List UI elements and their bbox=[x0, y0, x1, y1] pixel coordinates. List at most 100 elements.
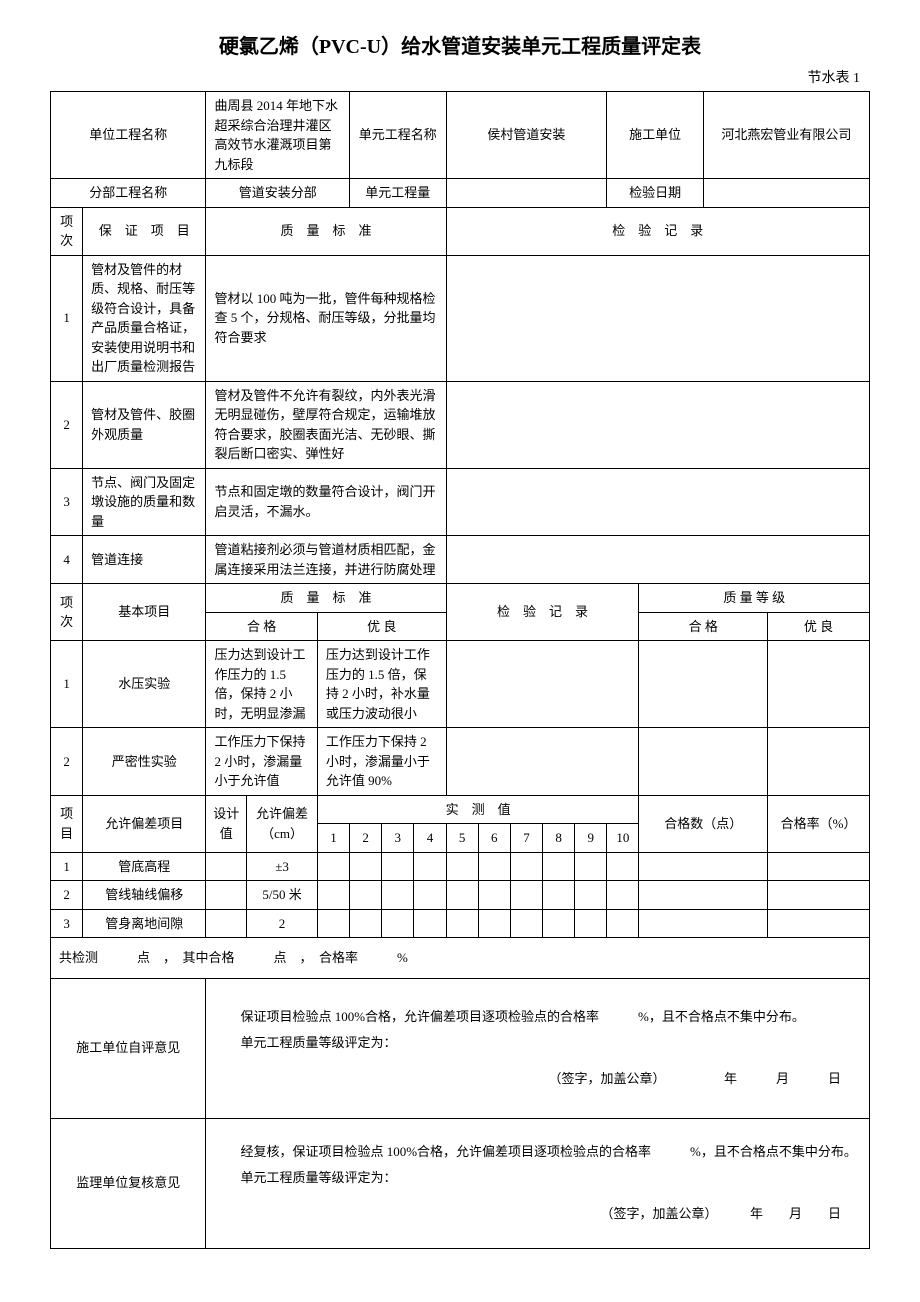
guarantee-item-header: 保 证 项 目 bbox=[83, 207, 206, 255]
b-pass: 工作压力下保持 2 小时，渗漏量小于允许值 bbox=[206, 728, 317, 796]
dev-col: 7 bbox=[510, 824, 542, 853]
inspect-date-value bbox=[703, 179, 869, 208]
d-tol: ±3 bbox=[247, 852, 318, 881]
g-idx: 3 bbox=[51, 468, 83, 536]
g-std: 管材以 100 吨为一批，管件每种规格检查 5 个，分规格、耐压等级，分批量均符… bbox=[206, 255, 446, 381]
dev-design-header: 设计值 bbox=[206, 795, 247, 852]
d-m bbox=[510, 881, 542, 910]
unit-proj-value: 曲周县 2014 年地下水超采综合治理井灌区高效节水灌溉项目第九标段 bbox=[206, 92, 350, 179]
d-m bbox=[575, 852, 607, 881]
dev-row: 3 管身离地间隙 2 bbox=[51, 909, 870, 938]
dev-col: 4 bbox=[414, 824, 446, 853]
d-m bbox=[446, 909, 478, 938]
d-m bbox=[607, 881, 639, 910]
dev-measured-header: 实 测 值 bbox=[317, 795, 639, 824]
dev-col: 2 bbox=[350, 824, 382, 853]
unit-proj-label: 单位工程名称 bbox=[51, 92, 206, 179]
dev-pr-header: 合格率（%） bbox=[768, 795, 870, 852]
g-std: 管道粘接剂必须与管道材质相匹配，金属连接采用法兰连接，并进行防腐处理 bbox=[206, 536, 446, 584]
dev-col: 6 bbox=[478, 824, 510, 853]
dev-col: 5 bbox=[446, 824, 478, 853]
basic-rec-header: 检 验 记 录 bbox=[446, 584, 639, 641]
dev-col: 10 bbox=[607, 824, 639, 853]
basic-pass-header: 合 格 bbox=[206, 612, 317, 641]
d-m bbox=[382, 852, 414, 881]
dev-tol-header: 允许偏差（cm） bbox=[247, 795, 318, 852]
d-m bbox=[414, 881, 446, 910]
d-m bbox=[350, 909, 382, 938]
basic-std-header: 质 量 标 准 bbox=[206, 584, 446, 613]
d-pc bbox=[639, 852, 768, 881]
d-m bbox=[350, 881, 382, 910]
dev-item-header: 允许偏差项目 bbox=[83, 795, 206, 852]
guarantee-std-header: 质 量 标 准 bbox=[206, 207, 446, 255]
d-m bbox=[350, 852, 382, 881]
d-m bbox=[543, 852, 575, 881]
d-pr bbox=[768, 852, 870, 881]
guarantee-row: 3 节点、阀门及固定墩设施的质量和数量 节点和固定墩的数量符合设计，阀门开启灵活… bbox=[51, 468, 870, 536]
d-idx: 2 bbox=[51, 881, 83, 910]
b-gp bbox=[639, 641, 768, 728]
unit-qty-label: 单元工程量 bbox=[350, 179, 447, 208]
g-item: 节点、阀门及固定墩设施的质量和数量 bbox=[83, 468, 206, 536]
d-item: 管底高程 bbox=[83, 852, 206, 881]
dev-col: 9 bbox=[575, 824, 607, 853]
basic-gpass-header: 合 格 bbox=[639, 612, 768, 641]
dev-row: 2 管线轴线偏移 5/50 米 bbox=[51, 881, 870, 910]
guarantee-row: 1 管材及管件的材质、规格、耐压等级符合设计，具备产品质量合格证，安装使用说明书… bbox=[51, 255, 870, 381]
d-item: 管身离地间隙 bbox=[83, 909, 206, 938]
dev-row: 1 管底高程 ±3 bbox=[51, 852, 870, 881]
unit-eng-value: 侯村管道安装 bbox=[446, 92, 607, 179]
sub-proj-value: 管道安装分部 bbox=[206, 179, 350, 208]
d-item: 管线轴线偏移 bbox=[83, 881, 206, 910]
guarantee-row: 2 管材及管件、胶圈外观质量 管材及管件不允许有裂纹，内外表光滑无明显碰伤，壁厚… bbox=[51, 381, 870, 468]
b-good: 工作压力下保持 2 小时，渗漏量小于允许值 90% bbox=[317, 728, 446, 796]
opinion2-sig: （签字，加盖公章） 年 月 日 bbox=[214, 1201, 861, 1227]
g-item: 管材及管件、胶圈外观质量 bbox=[83, 381, 206, 468]
g-idx: 2 bbox=[51, 381, 83, 468]
basic-good-header: 优 良 bbox=[317, 612, 446, 641]
b-gg bbox=[768, 641, 870, 728]
dev-col: 8 bbox=[543, 824, 575, 853]
d-m bbox=[478, 881, 510, 910]
inspect-date-label: 检验日期 bbox=[607, 179, 703, 208]
g-std: 节点和固定墩的数量符合设计，阀门开启灵活，不漏水。 bbox=[206, 468, 446, 536]
d-pc bbox=[639, 881, 768, 910]
unit-eng-label: 单元工程名称 bbox=[350, 92, 447, 179]
d-m bbox=[510, 852, 542, 881]
b-idx: 2 bbox=[51, 728, 83, 796]
table-subtitle: 节水表 1 bbox=[50, 67, 870, 87]
b-pass: 压力达到设计工作压力的 1.5 倍，保持 2 小时，无明显渗漏 bbox=[206, 641, 317, 728]
d-m bbox=[575, 909, 607, 938]
d-m bbox=[382, 881, 414, 910]
b-good: 压力达到设计工作压力的 1.5 倍，保持 2 小时，补水量或压力波动很小 bbox=[317, 641, 446, 728]
dev-pc-header: 合格数（点） bbox=[639, 795, 768, 852]
basic-item-header: 基本项目 bbox=[83, 584, 206, 641]
constr-unit-label: 施工单位 bbox=[607, 92, 703, 179]
opinion1-label: 施工单位自评意见 bbox=[51, 978, 206, 1118]
g-rec bbox=[446, 255, 869, 381]
d-m bbox=[607, 909, 639, 938]
d-m bbox=[607, 852, 639, 881]
dev-col: 3 bbox=[382, 824, 414, 853]
opinion1-sig: （签字，加盖公章） 年 月 日 bbox=[214, 1066, 861, 1092]
g-idx: 4 bbox=[51, 536, 83, 584]
b-gg bbox=[768, 728, 870, 796]
d-m bbox=[317, 909, 349, 938]
d-m bbox=[543, 909, 575, 938]
d-m bbox=[446, 852, 478, 881]
opinion1-body: 保证项目检验点 100%合格，允许偏差项目逐项检验点的合格率 %，且不合格点不集… bbox=[206, 978, 870, 1118]
opinion2-text2: 单元工程质量等级评定为： bbox=[214, 1165, 861, 1191]
g-idx: 1 bbox=[51, 255, 83, 381]
guarantee-row: 4 管道连接 管道粘接剂必须与管道材质相匹配，金属连接采用法兰连接，并进行防腐处… bbox=[51, 536, 870, 584]
d-pr bbox=[768, 909, 870, 938]
dev-col: 1 bbox=[317, 824, 349, 853]
b-item: 水压实验 bbox=[83, 641, 206, 728]
d-tol: 5/50 米 bbox=[247, 881, 318, 910]
d-pc bbox=[639, 909, 768, 938]
d-m bbox=[317, 881, 349, 910]
d-pr bbox=[768, 881, 870, 910]
g-rec bbox=[446, 468, 869, 536]
opinion1-text2: 单元工程质量等级评定为： bbox=[214, 1030, 861, 1056]
b-rec bbox=[446, 641, 639, 728]
